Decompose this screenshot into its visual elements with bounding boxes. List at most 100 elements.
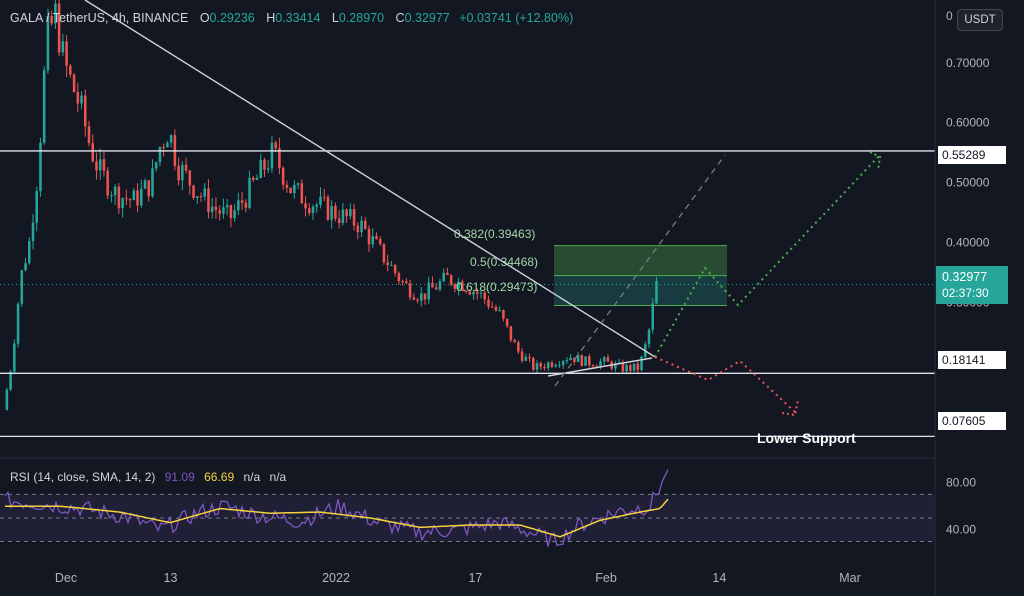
projection-dashed-line (554, 154, 726, 387)
candle-body (54, 3, 57, 24)
candle-body (595, 366, 599, 368)
level-tag-support: 0.18141 (938, 351, 1006, 369)
candle-body (184, 164, 188, 171)
rsi-tick-label: 40.00 (946, 523, 976, 537)
candle-body (498, 310, 501, 312)
level-tag-resistance: 0.55289 (938, 146, 1006, 164)
candle-body (621, 362, 625, 372)
time-tick-label: 17 (468, 571, 482, 585)
candle-body (382, 243, 386, 263)
candle-body (655, 281, 658, 304)
candle-body (390, 265, 393, 267)
candle-body (270, 142, 274, 169)
candle-body (356, 225, 360, 233)
candle-body (233, 210, 236, 219)
candle-body (554, 365, 557, 367)
candle-body (151, 168, 154, 197)
price-tick-label: 0.60000 (946, 116, 990, 130)
candle-body (147, 180, 151, 197)
candle-body (446, 272, 449, 276)
fib-label-0618: 0.618(0.29473) (456, 280, 538, 294)
candle-body (640, 356, 643, 371)
current-price-countdown: 02:37:30 (942, 286, 989, 300)
candles (5, 0, 658, 411)
candle-body (502, 310, 505, 319)
candle-body (468, 291, 472, 295)
candle-body (535, 363, 539, 370)
candle-body (72, 74, 76, 93)
candle-body (80, 95, 83, 104)
candle-body (584, 356, 587, 366)
fib-label-0382: 0.382(0.39463) (454, 227, 536, 241)
candle-body (188, 170, 192, 186)
candle-body (625, 365, 628, 372)
candle-body (416, 299, 419, 301)
candle-body (285, 184, 289, 188)
candle-body (629, 365, 632, 371)
candle-body (304, 203, 307, 209)
candle-body (218, 210, 221, 214)
candle-body (311, 206, 315, 214)
candle-body (505, 318, 509, 327)
candle-body (87, 126, 91, 144)
candle-body (35, 191, 39, 223)
price-tick-label: 0.50000 (946, 176, 990, 190)
candle-body (274, 142, 277, 149)
candle-body (386, 262, 389, 266)
price-axis-top-label: 0 (946, 9, 953, 23)
candle-body (352, 209, 356, 226)
close-value: 0.32977 (404, 11, 450, 25)
candle-body (334, 205, 337, 219)
candle-body (569, 357, 572, 360)
candle-body (464, 290, 468, 292)
candle-body (632, 363, 636, 371)
candle-body (65, 41, 68, 66)
candle-body (322, 196, 326, 198)
rsi-line (4, 469, 669, 547)
candle-body (397, 273, 401, 282)
candle-body (405, 281, 408, 284)
candle-body (121, 198, 124, 209)
candle-body (308, 208, 311, 214)
fib-zone-lower (554, 275, 727, 306)
candle-body (102, 159, 106, 171)
bearish-path (654, 356, 796, 413)
candle-body (225, 205, 229, 208)
candle-body (132, 190, 136, 201)
candle-body (31, 222, 35, 242)
rsi-header: RSI (14, close, SMA, 14, 2) 91.09 66.69 … (10, 470, 286, 484)
candle-body (453, 284, 457, 289)
rsi-sma-value: 66.69 (204, 470, 235, 484)
horizontal-levels (0, 150, 935, 438)
candle-body (143, 180, 147, 189)
currency-button[interactable]: USDT (957, 9, 1003, 31)
price-tick-label: 0.70000 (946, 56, 990, 70)
candle-body (248, 177, 251, 208)
candle-body (140, 188, 143, 206)
candle-body (28, 241, 31, 264)
rsi-na-2: n/a (269, 470, 287, 484)
current-price-value: 0.32977 (942, 270, 988, 284)
symbol-label: GALA / TetherUS, 4h, BINANCE (10, 11, 189, 25)
candle-body (528, 356, 531, 359)
candle-body (546, 362, 550, 369)
fib-zone (554, 245, 727, 306)
rsi-sma-line (5, 498, 669, 538)
candle-body (237, 200, 240, 211)
candle-body (349, 209, 352, 217)
candle-body (255, 177, 259, 180)
candle-body (252, 177, 255, 180)
time-tick-label: 2022 (322, 571, 350, 585)
candle-body (517, 342, 520, 352)
candle-body (199, 196, 203, 198)
fib-label-05: 0.5(0.34468) (470, 255, 539, 269)
candle-body (110, 195, 113, 197)
candle-body (69, 65, 72, 75)
candle-body (289, 187, 292, 194)
candle-body (558, 365, 561, 367)
candle-body (360, 220, 363, 233)
time-tick-label: 13 (164, 571, 178, 585)
candle-body (580, 355, 584, 366)
candle-body (651, 303, 655, 330)
